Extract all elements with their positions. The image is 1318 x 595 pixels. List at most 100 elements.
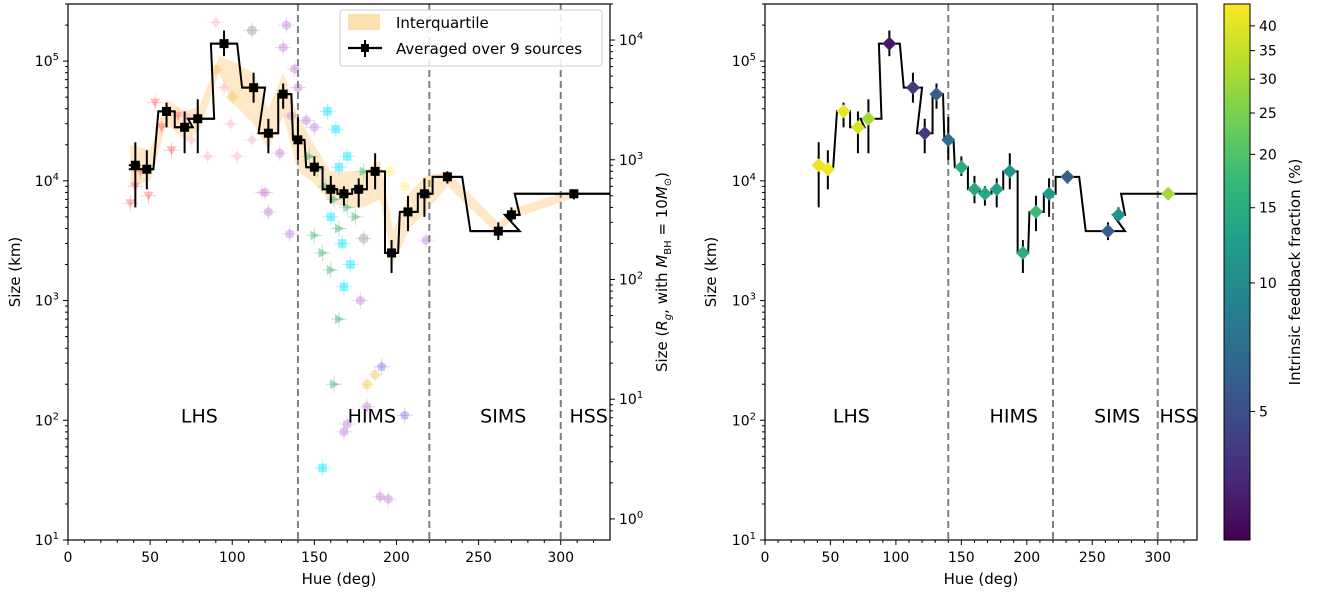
scatter-point: [246, 25, 257, 36]
colorbar-tick-label: 10: [1259, 276, 1277, 292]
left-plot-frame: [67, 3, 611, 541]
scatter-group: [207, 61, 384, 393]
scatter-point: [334, 162, 344, 172]
x-tick-label: 0: [64, 550, 73, 566]
scatter-point: [246, 134, 257, 145]
scatter-point: [318, 463, 327, 473]
feedback-point: [861, 111, 876, 126]
y2-tick-label: 103: [619, 151, 643, 169]
scatter-point: [335, 314, 344, 325]
x-tick-label: 250: [465, 550, 492, 566]
scatter-point: [326, 264, 336, 275]
feedback-point: [1002, 164, 1017, 179]
average-point: [387, 248, 397, 258]
y-tick-label: 105: [732, 52, 756, 70]
scatter-point: [330, 379, 340, 390]
y-tick-label: 103: [35, 292, 59, 310]
y-tick-label: 102: [35, 411, 59, 429]
scatter-point: [264, 206, 273, 217]
y2-tick-label: 101: [619, 390, 643, 408]
scatter-point: [362, 401, 372, 412]
x-tick-label: 50: [822, 550, 840, 566]
scatter-point: [143, 191, 154, 201]
average-point: [354, 184, 364, 194]
y2-tick-label: 102: [619, 270, 643, 288]
scatter-point: [358, 233, 369, 244]
feedback-point: [954, 160, 969, 175]
feedback-point: [836, 104, 851, 119]
x-tick-label: 150: [948, 550, 975, 566]
scatter-point: [227, 92, 238, 103]
colorbar-label: Intrinsic feedback fraction (%): [1286, 159, 1304, 386]
left-axes: 0 50 100 150 200 250 300 101 102 103 104 105 100 101 1…: [35, 3, 643, 566]
legend-interquartile-label: Interquartile: [396, 14, 489, 32]
average-point: [326, 184, 336, 194]
scatter-point: [399, 410, 410, 420]
scatter-group: [373, 358, 413, 424]
average-point: [142, 164, 152, 174]
average-point: [419, 189, 429, 199]
average-point: [442, 172, 452, 182]
feedback-point: [1161, 186, 1176, 201]
scatter-point: [260, 187, 270, 198]
scatter-point: [343, 202, 353, 213]
average-point: [219, 39, 229, 49]
state-label-hims: HIMS: [990, 405, 1038, 427]
scatter-point: [150, 98, 161, 108]
right-chart-data-layer: LHS HIMS SIMS HSS: [811, 4, 1197, 540]
scatter-point: [359, 166, 369, 177]
average-point: [249, 83, 259, 93]
state-label-hims: HIMS: [348, 405, 396, 427]
scatter-point: [400, 182, 409, 191]
average-point: [309, 162, 319, 172]
feedback-point: [1028, 204, 1043, 219]
feedback-point: [1100, 224, 1115, 239]
scatter-point: [323, 107, 332, 116]
scatter-point: [330, 194, 340, 205]
feedback-point: [989, 182, 1004, 197]
scatter-point: [232, 151, 243, 162]
average-point: [130, 160, 140, 170]
right-axes: 0 50 100 150 200 250 300 101 102 103 104 105: [732, 3, 1185, 566]
y2-tick-label: 100: [619, 510, 643, 528]
average-point: [403, 207, 413, 217]
x-tick-label: 250: [1079, 550, 1106, 566]
average-point: [506, 210, 516, 220]
colorbar-tick-label: 5: [1259, 404, 1268, 420]
y-tick-label: 102: [732, 411, 756, 429]
state-label-lhs: LHS: [181, 405, 218, 427]
feedback-point: [820, 162, 835, 177]
colorbar-tick-label: 30: [1259, 72, 1277, 88]
scatter-point: [275, 148, 285, 159]
scatter-group: [257, 17, 435, 508]
y-tick-label: 105: [35, 52, 59, 70]
legend-interquartile-swatch: [348, 14, 380, 30]
scatter-point: [339, 282, 349, 292]
colorbar: 5 10 15 20 25 30 35 40 Intrinsic feedback fract…: [1223, 3, 1304, 541]
feedback-point: [882, 36, 897, 51]
y-tick-label: 101: [35, 531, 59, 549]
scatter-point: [256, 187, 267, 198]
scatter-point: [210, 17, 221, 28]
scatter-point: [210, 64, 221, 75]
colorbar-tick-label: 40: [1259, 19, 1277, 35]
scatter-point: [156, 123, 167, 133]
y2-tick-label: 104: [619, 31, 643, 49]
scatter-point: [356, 295, 365, 306]
scatter-point: [376, 361, 387, 371]
scatter-point: [318, 247, 328, 258]
scatter-group: [314, 103, 359, 476]
feedback-point: [941, 132, 956, 147]
scatter-group: [243, 22, 372, 247]
scatter-point: [331, 124, 340, 134]
average-point: [493, 226, 503, 236]
state-label-sims: SIMS: [1094, 405, 1140, 427]
legend-average-label: Averaged over 9 sources: [396, 40, 582, 58]
state-label-sims: SIMS: [480, 405, 526, 427]
average-step-line: [128, 42, 610, 254]
right-plot-frame: [764, 3, 1198, 541]
scatter-point: [310, 122, 319, 133]
scatter-point: [351, 211, 361, 222]
colorbar-gradient: [1223, 3, 1251, 541]
